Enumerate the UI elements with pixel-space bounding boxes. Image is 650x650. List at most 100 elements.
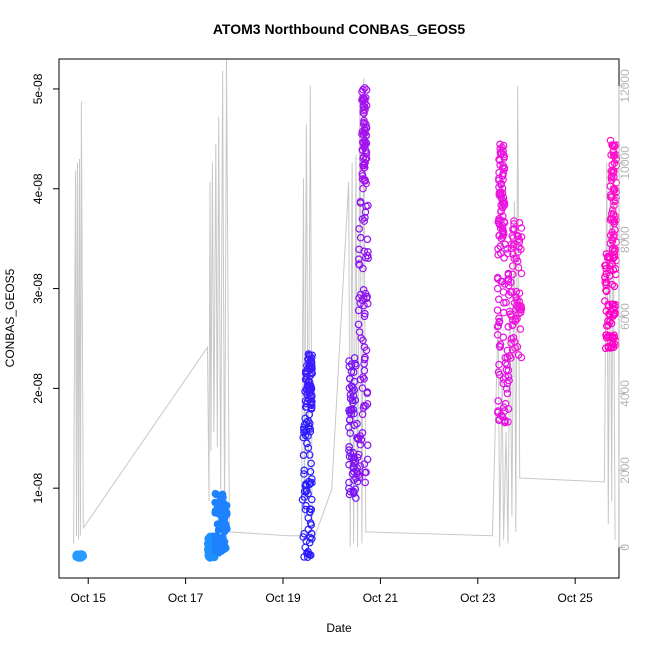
data-point [517, 353, 526, 362]
data-point [363, 441, 372, 450]
data-point [304, 489, 312, 498]
data-point [301, 414, 310, 423]
data-point [300, 529, 308, 538]
data-points-layer [72, 84, 621, 562]
data-point [358, 138, 367, 147]
data-point [503, 389, 512, 398]
data-point [495, 318, 503, 327]
series-3 [298, 399, 316, 562]
data-point [601, 344, 610, 353]
data-point [510, 299, 519, 307]
data-point [307, 364, 316, 373]
data-point [610, 197, 618, 206]
data-point [360, 401, 368, 410]
data-point [360, 301, 368, 310]
data-point [354, 320, 363, 329]
data-point [362, 124, 371, 132]
data-point [361, 289, 370, 298]
data-point [363, 299, 372, 308]
data-point [603, 254, 612, 262]
data-point [359, 336, 367, 345]
data-point [508, 345, 517, 354]
data-point [499, 379, 508, 388]
data-point [356, 440, 365, 449]
data-point [354, 450, 363, 459]
data-point [609, 312, 618, 320]
data-point [609, 266, 618, 274]
data-point [356, 462, 365, 470]
data-point [349, 487, 358, 496]
series-11 [600, 250, 620, 353]
data-point [363, 389, 372, 398]
data-point [349, 464, 358, 473]
data-point [359, 153, 368, 161]
data-point [307, 495, 316, 504]
data-point [500, 218, 509, 227]
data-point [497, 207, 505, 216]
data-point [358, 215, 367, 223]
data-point [359, 285, 368, 294]
data-point [355, 294, 363, 302]
data-point [302, 481, 310, 490]
data-point [358, 130, 366, 139]
data-point [610, 282, 619, 291]
data-point [496, 148, 505, 157]
data-point [601, 278, 610, 287]
data-point [606, 344, 615, 352]
y2-tick-label: 2000 [618, 457, 632, 484]
data-point [305, 378, 314, 386]
data-point [351, 359, 360, 368]
data-point [510, 225, 519, 233]
data-point [360, 355, 369, 364]
data-point [345, 374, 354, 383]
data-point [493, 322, 502, 331]
data-point [358, 94, 367, 102]
data-point [510, 254, 519, 263]
data-point [351, 396, 360, 405]
data-point [300, 470, 308, 478]
data-point [499, 176, 507, 184]
data-point [506, 278, 515, 287]
data-point [302, 403, 311, 411]
data-point [306, 362, 314, 371]
x-tick-label: Oct 15 [71, 591, 107, 605]
data-point [355, 328, 364, 336]
data-point [508, 288, 516, 296]
data-point [299, 433, 308, 442]
data-point [361, 309, 369, 318]
axes-layer: Oct 15 Oct 17 Oct 19 Oct 21 Oct 23 Oct 25 1e-0… [31, 58, 632, 605]
data-point [361, 94, 370, 102]
data-point [495, 314, 503, 323]
data-point [360, 176, 369, 184]
data-point [359, 294, 368, 302]
data-point [356, 375, 365, 384]
data-point [502, 365, 511, 374]
data-point [516, 325, 525, 333]
data-point [509, 234, 518, 242]
data-point [493, 284, 502, 293]
data-point [361, 146, 370, 155]
data-point [606, 332, 615, 340]
data-point [207, 551, 216, 560]
data-point [360, 116, 368, 125]
data-point [361, 208, 370, 216]
y2-tick-label: 6000 [618, 303, 632, 330]
data-point [611, 310, 619, 318]
chart-title: ATOM3 Northbound CONBAS_GEOS5 [213, 21, 465, 37]
x-tick-label: Oct 17 [168, 591, 204, 605]
y-tick-label: 5e-08 [31, 73, 45, 104]
data-point [610, 201, 618, 210]
data-point [303, 439, 311, 448]
data-point [345, 384, 354, 392]
y2-tick-label: 10000 [618, 146, 632, 180]
data-point [356, 299, 365, 308]
data-point [304, 477, 313, 486]
data-point [359, 109, 368, 117]
data-point [498, 212, 507, 220]
data-point [503, 249, 512, 258]
data-point [355, 225, 364, 233]
data-point [347, 382, 356, 391]
data-point [494, 245, 502, 253]
data-point [360, 217, 369, 225]
